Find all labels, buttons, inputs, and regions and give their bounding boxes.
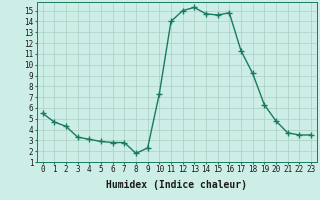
X-axis label: Humidex (Indice chaleur): Humidex (Indice chaleur)	[106, 180, 247, 190]
